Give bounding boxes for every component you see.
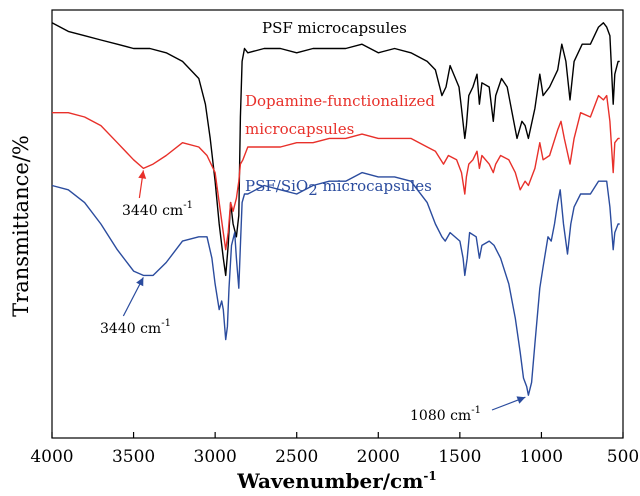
- series-label-dopamine-line1: Dopamine-functionalized: [245, 92, 435, 110]
- annotation-3440-red: 3440 cm-1: [122, 200, 193, 219]
- y-axis-label: Transmittance/%: [9, 135, 33, 317]
- annotation-3440-blue-text: 3440 cm: [100, 321, 161, 337]
- series-label-dopamine-text-1: Dopamine-functionalized: [245, 92, 435, 110]
- x-tick-label-2500: 2500: [275, 447, 318, 467]
- y-axis-label-text: Transmittance/%: [9, 135, 33, 317]
- x-tick-label-500: 500: [607, 447, 639, 467]
- series-label-psf-text: PSF microcapsules: [262, 19, 407, 37]
- series-label-sio2-after: microcapsules: [318, 177, 432, 195]
- annotation-1080-blue-sup: -1: [471, 405, 481, 416]
- series-line-dopamine: [52, 94, 620, 251]
- series-label-dopamine-text-2: microcapsules: [245, 120, 354, 138]
- x-tick-label-3000: 3000: [194, 447, 237, 467]
- annotation-layer: 3440 cm-1 3440 cm-1 1080 cm-1: [100, 170, 526, 424]
- series-layer: [51, 22, 620, 396]
- series-label-sio2-text: PSF/SiO: [245, 177, 308, 195]
- x-tick-label-2000: 2000: [357, 447, 400, 467]
- series-label-sio2: PSF/SiO2 microcapsules: [245, 177, 432, 199]
- x-axis-ticks: [51, 432, 624, 438]
- plot-frame: [51, 9, 624, 439]
- x-tick-label-1000: 1000: [520, 447, 563, 467]
- x-tick-label-4000: 4000: [30, 447, 73, 467]
- x-tick-label-1500: 1500: [438, 447, 481, 467]
- x-axis-label-sup: -1: [423, 469, 436, 483]
- annotation-arrowhead-blue-1: [136, 277, 144, 287]
- series-label-psf: PSF microcapsules: [262, 19, 407, 37]
- annotation-1080-blue-text: 1080 cm: [410, 408, 471, 424]
- x-axis-tick-labels: 4000 3500 3000 2500 2000 1500 1000 500: [30, 447, 639, 467]
- annotation-1080-blue: 1080 cm-1: [410, 405, 481, 424]
- annotation-3440-blue: 3440 cm-1: [100, 318, 171, 337]
- annotation-3440-blue-sup: -1: [161, 318, 171, 329]
- series-line-psf: [51, 22, 620, 277]
- x-axis-label-text: Wavenumber/cm: [236, 469, 423, 493]
- series-label-dopamine-line2: microcapsules: [245, 120, 354, 138]
- annotation-3440-red-sup: -1: [183, 200, 193, 211]
- annotation-3440-red-text: 3440 cm: [122, 203, 183, 219]
- x-axis-label: Wavenumber/cm-1: [236, 469, 437, 493]
- series-label-sio2-sub: 2: [308, 181, 318, 199]
- annotation-arrowhead-red: [138, 170, 147, 179]
- series-line-psf-sio2: [51, 171, 620, 396]
- x-tick-label-3500: 3500: [112, 447, 155, 467]
- annotation-arrowhead-blue-2: [516, 396, 526, 404]
